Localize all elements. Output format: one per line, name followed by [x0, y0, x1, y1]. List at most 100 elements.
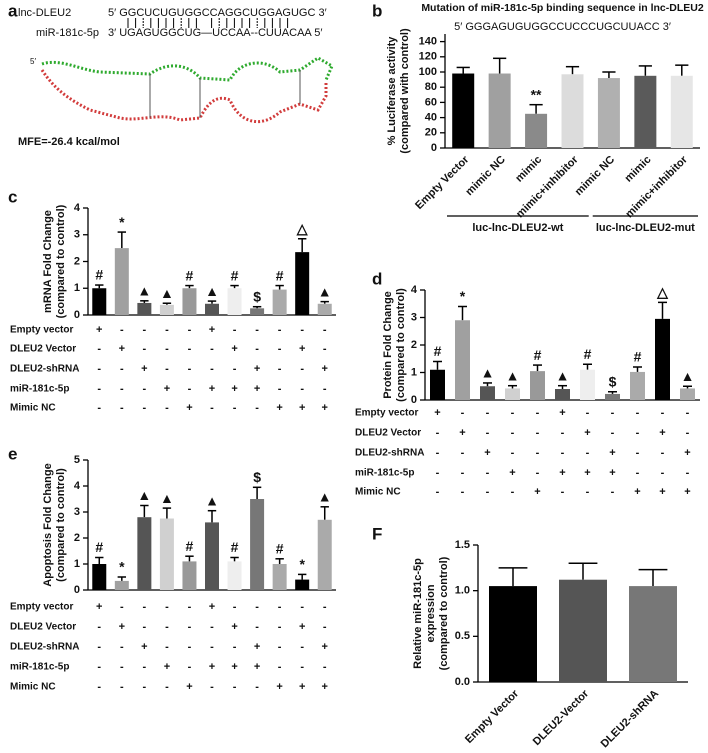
- condition-sign: -: [233, 681, 237, 693]
- chart-panel: b Mutation of miR-181c-5p binding sequenc…: [372, 1, 704, 233]
- condition-sign: -: [97, 402, 101, 414]
- base-pairs: [127, 18, 289, 28]
- y-axis-label: (compared to control): [438, 556, 450, 670]
- condition-sign: -: [97, 641, 101, 653]
- condition-sign: +: [119, 343, 125, 355]
- y-tick-label: 4: [74, 480, 81, 492]
- condition-sign: +: [186, 402, 192, 414]
- condition-sign: -: [255, 601, 259, 613]
- condition-sign: -: [97, 621, 101, 633]
- condition-sign: -: [120, 681, 124, 693]
- condition-sign: -: [120, 641, 124, 653]
- annotation: ▲: [318, 283, 332, 299]
- x-tick-label: mimic+inhibitor: [514, 153, 581, 220]
- condition-sign: -: [143, 681, 147, 693]
- bar: [137, 302, 152, 315]
- condition-sign: -: [120, 601, 124, 613]
- condition-sign: -: [486, 467, 490, 479]
- condition-label: miR-181c-5p: [10, 384, 69, 395]
- y-tick-label: 20: [425, 127, 437, 139]
- condition-sign: +: [231, 621, 237, 633]
- bar: [452, 73, 475, 148]
- condition-sign: -: [210, 343, 214, 355]
- bar: [295, 579, 310, 590]
- bar: [605, 393, 620, 400]
- y-axis-label: % Luciferase activity: [386, 36, 398, 146]
- annotation: ▲: [137, 283, 151, 299]
- condition-sign: -: [300, 324, 304, 336]
- condition-label: DLEU2 Vector: [10, 344, 76, 355]
- chart-panel: e Apoptosis Fold Change (compared to contr…: [8, 444, 336, 693]
- group-label: luc-lnc-DLEU2-mut: [596, 222, 695, 234]
- condition-sign: -: [611, 427, 615, 439]
- structure-links: [149, 70, 301, 118]
- condition-label: DLEU2-shRNA: [10, 642, 79, 653]
- y-tick-label: 0.0: [455, 676, 470, 688]
- condition-sign: -: [143, 324, 147, 336]
- condition-sign: +: [459, 427, 465, 439]
- condition-sign: +: [299, 621, 305, 633]
- condition-sign: -: [636, 427, 640, 439]
- y-tick-label: 3: [74, 506, 80, 518]
- bar: [561, 74, 584, 148]
- condition-label: Empty vector: [10, 602, 73, 613]
- y-tick-label: 0: [74, 309, 80, 321]
- condition-label: DLEU2 Vector: [355, 428, 421, 439]
- panel-label: a: [8, 1, 18, 20]
- condition-sign: -: [323, 601, 327, 613]
- condition-sign: -: [536, 447, 540, 459]
- bar: [559, 579, 607, 682]
- panel-label: d: [372, 269, 382, 288]
- rna-structure-top: [41, 56, 334, 82]
- bar: [137, 517, 152, 590]
- condition-sign: -: [486, 486, 490, 498]
- annotation: ▲: [318, 489, 332, 505]
- annotation: ▲: [205, 492, 219, 508]
- condition-sign: -: [255, 621, 259, 633]
- condition-sign: -: [686, 427, 690, 439]
- annotation: ▲: [481, 365, 495, 381]
- condition-sign: +: [322, 681, 328, 693]
- annotation: #: [95, 539, 103, 555]
- y-tick-label: 4: [411, 284, 418, 296]
- condition-sign: +: [299, 402, 305, 414]
- condition-sign: -: [486, 407, 490, 419]
- x-tick-label: Empty Vector: [463, 687, 522, 746]
- panel-label: c: [8, 187, 17, 206]
- condition-sign: -: [278, 601, 282, 613]
- condition-sign: -: [436, 467, 440, 479]
- condition-sign: -: [165, 402, 169, 414]
- condition-sign: -: [255, 681, 259, 693]
- condition-label: DLEU2-shRNA: [355, 448, 424, 459]
- panel-a: a lnc-DLEU2 5′ GGCUCUGUGGCCAGGCUGGAGUGC …: [8, 1, 334, 148]
- condition-sign: -: [188, 343, 192, 355]
- condition-label: miR-181c-5p: [10, 662, 69, 673]
- condition-sign: -: [143, 402, 147, 414]
- condition-sign: +: [584, 467, 590, 479]
- condition-sign: -: [278, 383, 282, 395]
- bar: [159, 518, 174, 590]
- condition-sign: -: [188, 383, 192, 395]
- bar: [489, 586, 537, 682]
- condition-sign: -: [278, 621, 282, 633]
- structure-end: 5′: [30, 57, 36, 66]
- chart-subtitle: 5′ GGGAGUGUGGCCUCCCUGCUUACC 3′: [454, 21, 671, 33]
- condition-sign: -: [323, 343, 327, 355]
- annotation: △: [296, 220, 309, 236]
- condition-sign: +: [254, 383, 260, 395]
- bar: [205, 522, 219, 590]
- condition-sign: +: [141, 641, 147, 653]
- chart-panel: F Relative miR-181c-5p expression (compared…: [372, 524, 688, 750]
- condition-sign: -: [210, 621, 214, 633]
- x-tick-label: Empty Vector: [413, 153, 472, 212]
- annotation: #: [186, 538, 194, 554]
- bar: [182, 561, 197, 590]
- condition-sign: +: [209, 601, 215, 613]
- bar: [92, 288, 107, 315]
- condition-sign: +: [322, 641, 328, 653]
- bar: [555, 389, 570, 400]
- condition-sign: -: [255, 402, 259, 414]
- mirna-name: miR-181c-5p: [36, 27, 99, 39]
- bar: [455, 320, 470, 400]
- y-tick-label: 2: [411, 339, 417, 351]
